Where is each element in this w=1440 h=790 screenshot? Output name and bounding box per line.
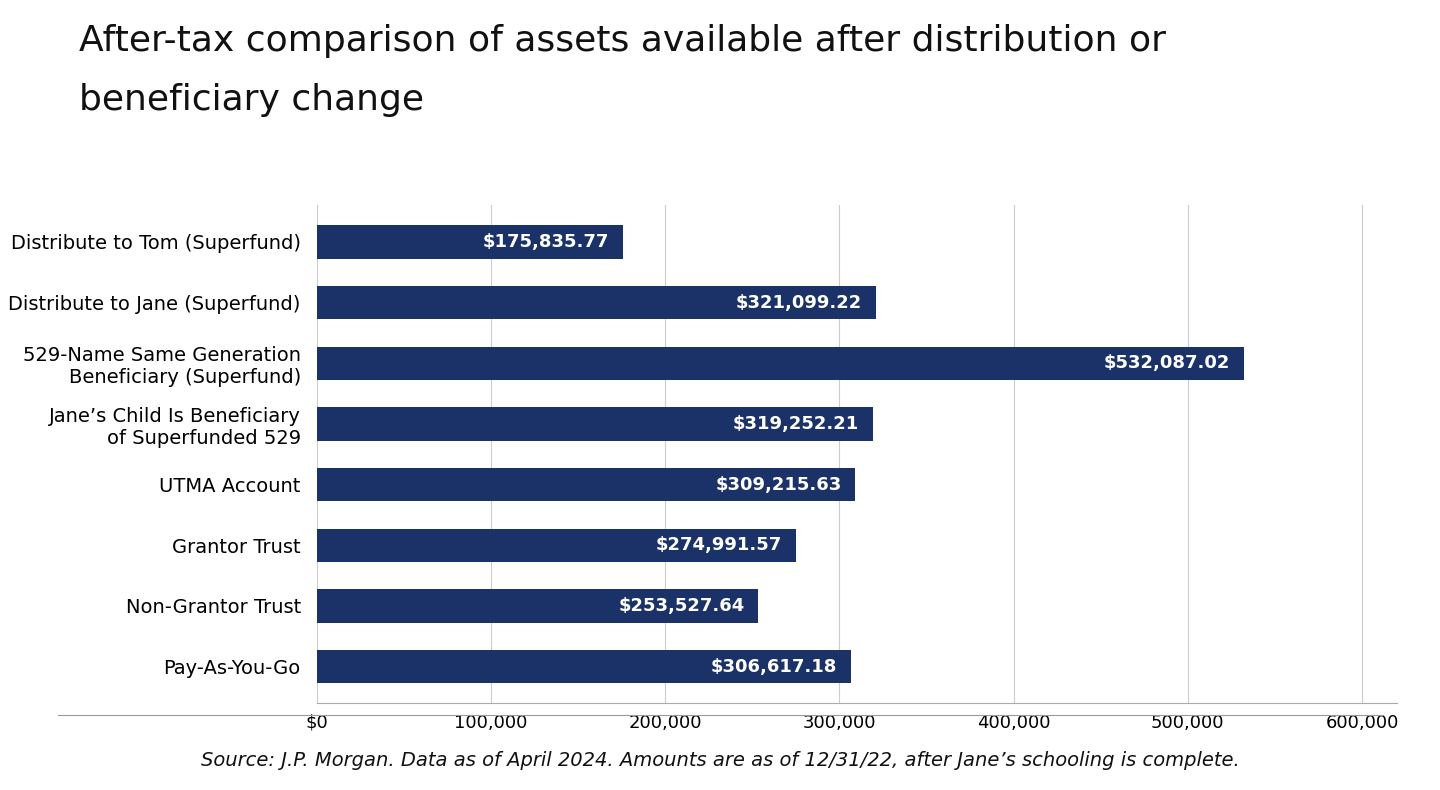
Text: beneficiary change: beneficiary change (79, 83, 425, 117)
Text: After-tax comparison of assets available after distribution or: After-tax comparison of assets available… (79, 24, 1166, 58)
Bar (317, 286, 876, 319)
Bar (317, 650, 851, 683)
Bar (317, 407, 873, 441)
Text: $175,835.77: $175,835.77 (482, 233, 609, 250)
Text: $309,215.63: $309,215.63 (716, 476, 841, 494)
Text: $532,087.02: $532,087.02 (1103, 354, 1230, 372)
Bar (317, 225, 624, 258)
Bar (317, 347, 1244, 380)
Bar (317, 468, 855, 502)
Text: $319,252.21: $319,252.21 (733, 415, 860, 433)
Text: $274,991.57: $274,991.57 (655, 536, 782, 555)
Text: $253,527.64: $253,527.64 (618, 597, 744, 615)
Bar (317, 529, 796, 562)
Text: $321,099.22: $321,099.22 (736, 294, 863, 311)
Text: Source: J.P. Morgan. Data as of April 2024. Amounts are as of 12/31/22, after Ja: Source: J.P. Morgan. Data as of April 20… (200, 751, 1240, 770)
Bar (317, 589, 759, 623)
Text: $306,617.18: $306,617.18 (710, 658, 837, 675)
